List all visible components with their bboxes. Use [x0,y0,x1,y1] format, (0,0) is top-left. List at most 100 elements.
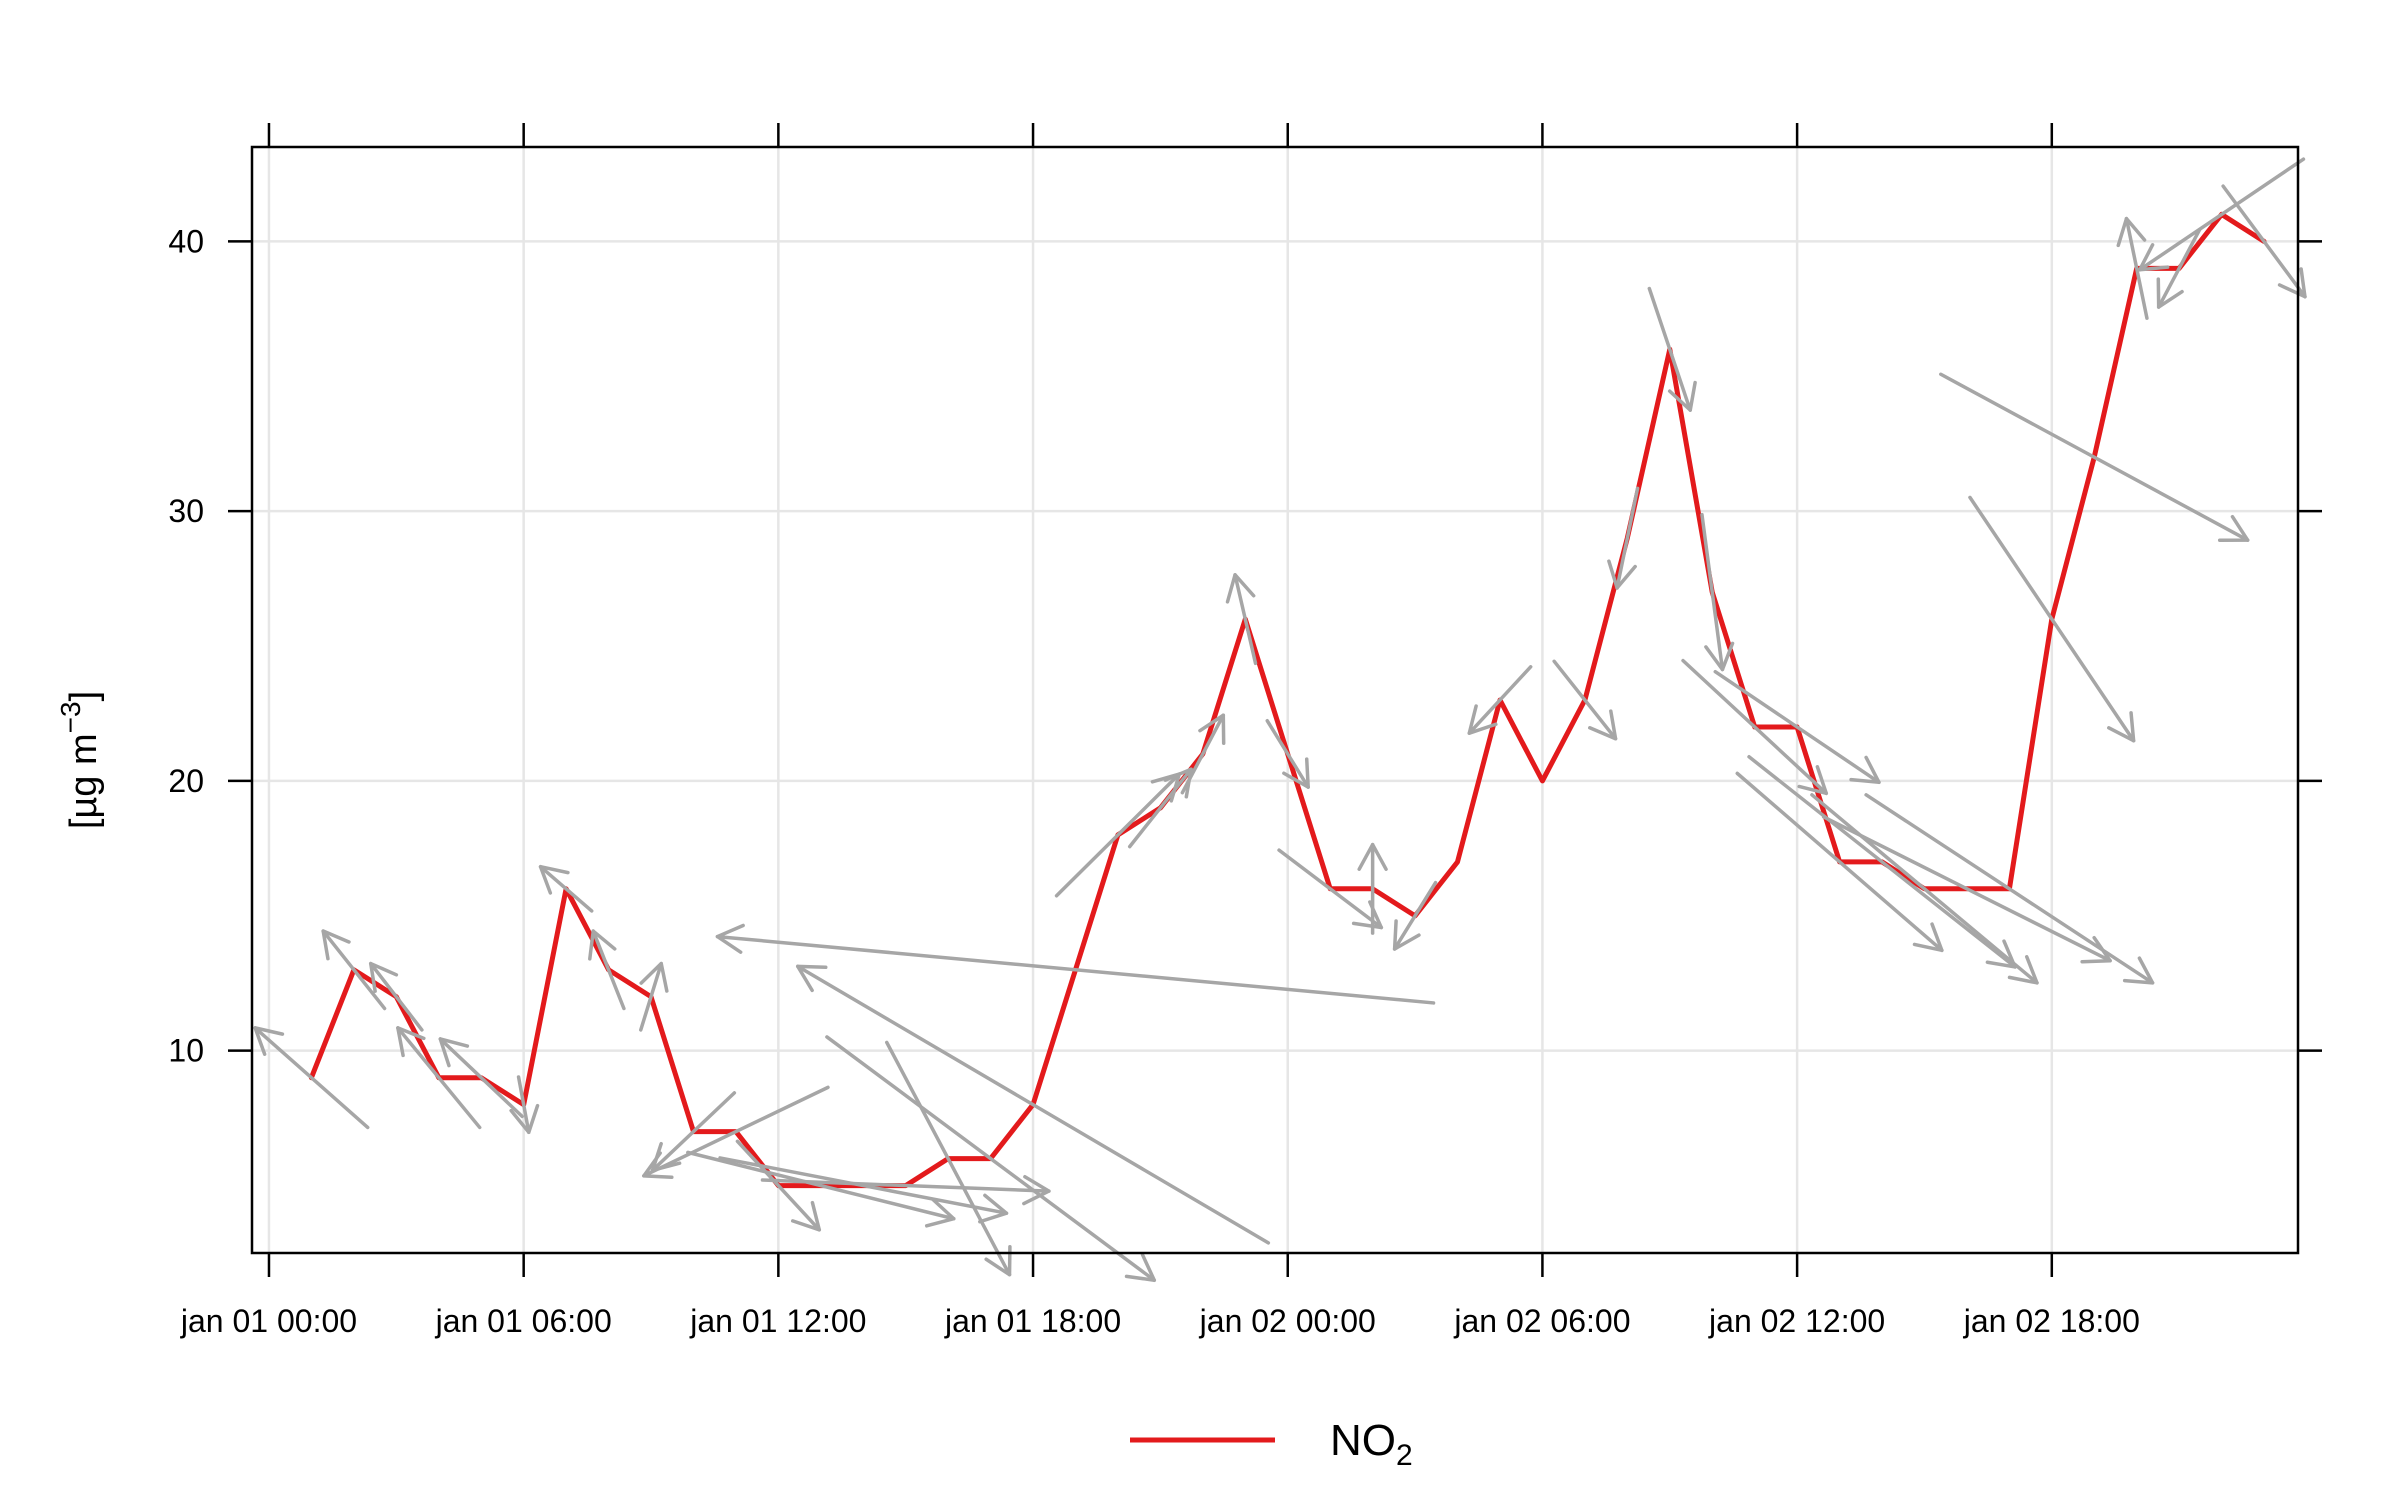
wind-arrow [885,1040,1012,1277]
wind-arrow-shaft [1180,713,1226,795]
wind-arrows [253,157,2307,1282]
wind-arrow-shaft [1700,512,1725,672]
wind-arrow-head [253,1026,285,1056]
wind-arrow-shaft [1615,486,1640,590]
wind-arrow [2138,157,2306,272]
x-tick-label: jan 02 18:00 [1963,1303,2140,1339]
wind-arrow-shaft [885,1040,1012,1277]
wind-arrow-shaft [591,929,626,1011]
wind-arrow [825,1035,1157,1282]
wind-arrow-head [2122,956,2155,985]
wind-arrow-shaft [253,1026,370,1130]
wind-arrow-shaft [796,964,1271,1245]
wind-arrow-shaft [396,1026,482,1130]
wind-arrow [1225,573,1258,666]
wind-arrow-shaft [1810,793,2039,985]
wind-arrow-head [396,1026,426,1058]
x-tick-label: jan 01 12:00 [689,1303,866,1339]
wind-arrow [321,929,387,1011]
x-tick-label: jan 02 06:00 [1453,1303,1630,1339]
wind-arrow-shaft [1821,815,2112,963]
y-axis-title-superscript: −3 [55,701,86,733]
wind-arrow-head [1607,559,1637,590]
wind-arrow [438,1037,524,1119]
wind-arrow [253,1026,370,1130]
wind-arrow [1357,842,1388,935]
x-tick-label: jan 01 06:00 [435,1303,612,1339]
wind-arrow-head [1912,922,1944,953]
wind-arrow-shaft [1467,665,1533,735]
wind-arrow-head [1797,765,1829,796]
wind-arrow [1747,755,2017,969]
wind-arrow-head [796,964,828,993]
wind-arrow-head [321,929,351,961]
y-tick-label: 10 [168,1033,204,1069]
wind-arrow [1735,771,1944,953]
wind-arrow [1821,815,2112,964]
wind-arrow-shaft [438,1037,524,1119]
wind-arrow-shaft [1127,767,1193,849]
wind-arrow-head [642,1151,674,1180]
y-tick-label: 30 [168,493,204,529]
wind-arrow-shaft [639,961,663,1032]
wind-arrow-head [1198,713,1226,745]
x-tick-label: jan 01 00:00 [180,1303,357,1339]
wind-arrow [588,929,626,1011]
wind-arrow-shaft [1713,669,1881,785]
wind-arrow [1392,880,1438,951]
wind-arrow-shaft [2156,227,2202,309]
wind-arrow [1864,793,2155,985]
wind-arrow-shaft [715,934,1436,1005]
wind-arrow-head [2107,711,2136,743]
wind-arrow [1607,486,1640,590]
wind-arrow [1127,767,1193,849]
wind-arrow [1467,665,1533,735]
wind-arrow-head [1704,641,1735,672]
plot-frame [250,145,2300,1255]
legend: NO2 [1130,1416,1413,1472]
wind-arrow-head [509,1103,540,1135]
y-axis-title: [µg m−3] [55,691,105,829]
wind-arrow [1939,372,2250,543]
wind-arrow-head [1588,709,1618,741]
wind-arrow-shaft [642,1085,830,1178]
wind-arrow [1552,659,1618,741]
legend-label-sub: 2 [1396,1439,1413,1472]
axes: jan 01 00:00 jan 01 06:00 jan 01 12:00 jan … [168,123,2322,1339]
wind-arrow-shaft [516,1075,531,1135]
wind-arrow-head [924,1198,956,1228]
wind-arrow-shaft [735,1139,822,1232]
wind-arrow-shaft [1747,755,2017,969]
wind-arrow [368,961,424,1032]
wind-arrow [639,961,669,1032]
legend-label-main: NO [1330,1416,1396,1465]
wind-arrow-head [1163,767,1193,799]
wind-arrow [715,923,1436,1005]
wind-arrow-shaft [1392,880,1438,951]
wind-arrow-shaft [1735,771,1944,953]
wind-arrow [1647,286,1697,412]
wind-arrow [760,1174,1051,1206]
wind-arrow-head [438,1037,470,1068]
y-tick-label: 40 [168,223,204,259]
x-tick-label: jan 02 00:00 [1199,1303,1376,1339]
wind-arrow-shaft [1552,659,1618,741]
wind-arrow [1265,719,1310,789]
y-axis-title-prefix: [µg m [63,733,105,829]
wind-arrow-shaft [2138,157,2306,272]
wind-arrow-head [2007,955,2039,985]
wind-arrow-head [639,961,669,993]
wind-arrow-shaft [538,864,594,913]
wind-arrow [796,964,1271,1245]
x-tick-label: jan 01 18:00 [944,1303,1121,1339]
wind-arrow-head [2277,267,2307,299]
wind-arrow [396,1026,482,1130]
y-tick-label: 20 [168,763,204,799]
wind-arrow-shaft [321,929,387,1011]
wind-arrow-head [1985,939,2017,969]
wind-arrow-head [984,1244,1012,1277]
wind-arrow-shaft [1265,719,1310,789]
wind-arrow [1180,713,1226,795]
wind-arrow [538,864,594,913]
wind-arrow-head [1282,757,1310,789]
